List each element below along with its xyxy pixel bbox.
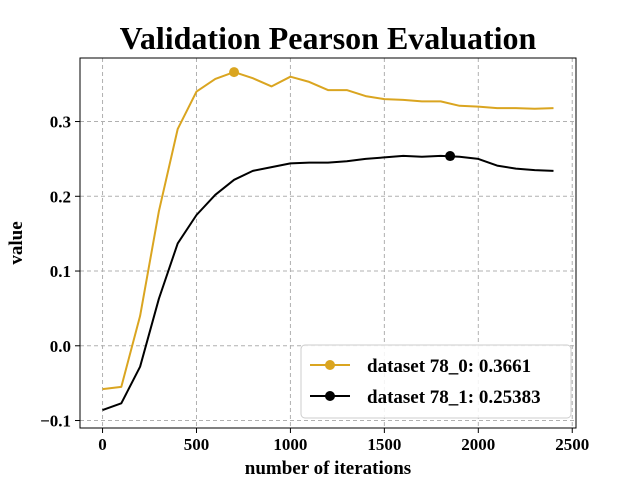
best-markers (229, 67, 456, 162)
legend-label-0: dataset 78_0: 0.3661 (367, 356, 531, 377)
legend-box (300, 344, 572, 419)
y-tick-label: 0.0 (50, 337, 71, 356)
plot-frame (79, 57, 577, 429)
x-tick-label: 1500 (367, 435, 401, 454)
y-tick-label: 0.2 (50, 187, 71, 206)
y-tick-label: 0.3 (50, 113, 71, 132)
chart-title: Validation Pearson Evaluation (120, 20, 537, 56)
legend-marker-1 (325, 391, 335, 401)
x-tick-label: 0 (98, 435, 107, 454)
y-axis-label: value (6, 221, 27, 264)
legend-marker-0 (325, 360, 335, 370)
series-line-1 (102, 154, 554, 412)
series-lines (102, 71, 554, 412)
legend-label-1: dataset 78_1: 0.25383 (367, 387, 541, 408)
x-tick-label: 2500 (555, 435, 589, 454)
y-tick-label: −0.1 (40, 412, 71, 431)
x-axis-ticks: 0 500 1000 1500 2000 2500 (98, 428, 589, 454)
y-tick-label: 0.1 (50, 262, 71, 281)
x-tick-label: 2000 (461, 435, 495, 454)
x-tick-label: 1000 (273, 435, 307, 454)
best-point-marker-1 (445, 151, 456, 162)
x-axis-label: number of iterations (245, 458, 411, 479)
best-point-marker-0 (229, 67, 240, 78)
series-line-0 (102, 71, 554, 391)
legend: dataset 78_0: 0.3661 dataset 78_1: 0.2538… (300, 344, 572, 419)
y-axis-ticks: −0.1 0.0 0.1 0.2 0.3 (40, 113, 80, 431)
x-tick-label: 500 (184, 435, 210, 454)
